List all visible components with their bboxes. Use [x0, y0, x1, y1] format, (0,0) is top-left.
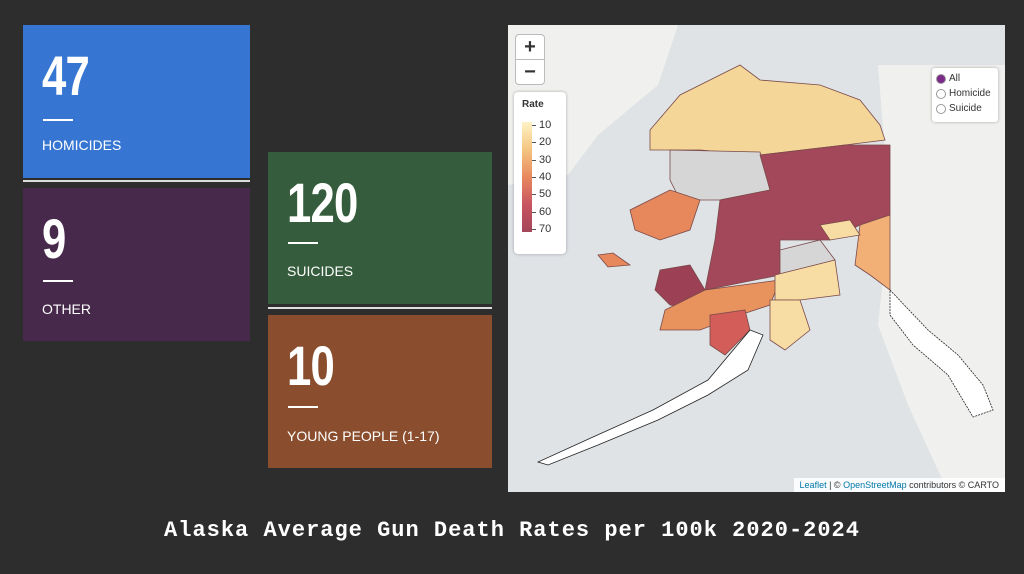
- region: [597, 252, 632, 268]
- alaska-regions: [597, 64, 891, 356]
- canada-land: [878, 65, 1005, 492]
- legend-tick: [532, 125, 536, 126]
- divider: [288, 242, 318, 244]
- caption: Alaska Average Gun Death Rates per 100k …: [164, 518, 860, 543]
- divider: [43, 119, 73, 121]
- card-value: 120: [287, 171, 358, 234]
- region: [649, 64, 886, 156]
- region: [774, 259, 841, 301]
- map[interactable]: + − Rate 10 20 30 40 50 60 70 All Homicide Suici…: [508, 25, 1005, 492]
- layer-option[interactable]: Suicide: [936, 102, 996, 116]
- divider: [43, 280, 73, 282]
- card-label: SUICIDES: [287, 263, 354, 279]
- radio[interactable]: [936, 74, 946, 84]
- aleutians: [536, 329, 764, 466]
- layer-label: Homicide: [949, 88, 991, 99]
- radio[interactable]: [936, 89, 946, 99]
- card-suicides: 120 SUICIDES: [268, 152, 492, 304]
- card-label: OTHER: [42, 301, 91, 317]
- separator: [268, 307, 492, 309]
- legend-tick: [532, 194, 536, 196]
- layer-option[interactable]: All: [936, 72, 996, 86]
- legend-label: 20: [539, 136, 552, 149]
- card-value: 47: [42, 44, 90, 107]
- layer-option[interactable]: Homicide: [936, 87, 996, 101]
- legend-label: 10: [539, 119, 552, 131]
- region: [769, 299, 811, 351]
- legend-label: 50: [539, 188, 552, 201]
- text: | ©: [829, 480, 841, 490]
- region: [659, 279, 781, 331]
- region: [629, 189, 701, 241]
- layer-label: Suicide: [949, 103, 982, 114]
- card-homicides: 47 HOMICIDES: [23, 25, 250, 178]
- legend-label: 40: [539, 171, 552, 183]
- region: [669, 149, 771, 201]
- legend-tick: [532, 229, 536, 230]
- legend-tick: [532, 159, 536, 161]
- region: [854, 214, 891, 291]
- legend-tick: [532, 142, 536, 144]
- card-other: 9 OTHER: [23, 188, 250, 341]
- legend-label: 70: [539, 223, 552, 235]
- legend-tick: [532, 177, 536, 178]
- card-value: 9: [42, 207, 66, 270]
- divider: [288, 406, 318, 408]
- card-value: 10: [287, 334, 335, 397]
- legend-label: 30: [539, 153, 552, 166]
- legend-gradient: [522, 122, 532, 232]
- separator: [23, 180, 250, 182]
- card-young-people: 10 YOUNG PEOPLE (1-17): [268, 315, 492, 468]
- text: contributors © CARTO: [909, 480, 999, 490]
- zoom-in-button[interactable]: +: [515, 34, 545, 60]
- southeast-panhandle: [889, 288, 994, 418]
- card-label: YOUNG PEOPLE (1-17): [287, 428, 440, 444]
- map-canvas: [508, 25, 1005, 492]
- legend-tick: [532, 211, 536, 213]
- link[interactable]: OpenStreetMap: [843, 480, 907, 490]
- layer-control: All Homicide Suicide: [932, 68, 998, 122]
- legend: Rate 10 20 30 40 50 60 70: [514, 92, 566, 254]
- region: [819, 219, 861, 241]
- legend-label: 60: [539, 205, 552, 218]
- zoom-out-button[interactable]: −: [515, 59, 545, 85]
- region: [709, 309, 751, 356]
- attribution: Leaflet | © OpenStreetMap contributors ©…: [793, 478, 1005, 492]
- legend-title: Rate: [522, 99, 544, 110]
- region: [704, 144, 891, 291]
- link[interactable]: Leaflet: [799, 480, 827, 490]
- layer-label: All: [949, 73, 961, 84]
- card-label: HOMICIDES: [42, 137, 122, 153]
- radio[interactable]: [936, 104, 946, 114]
